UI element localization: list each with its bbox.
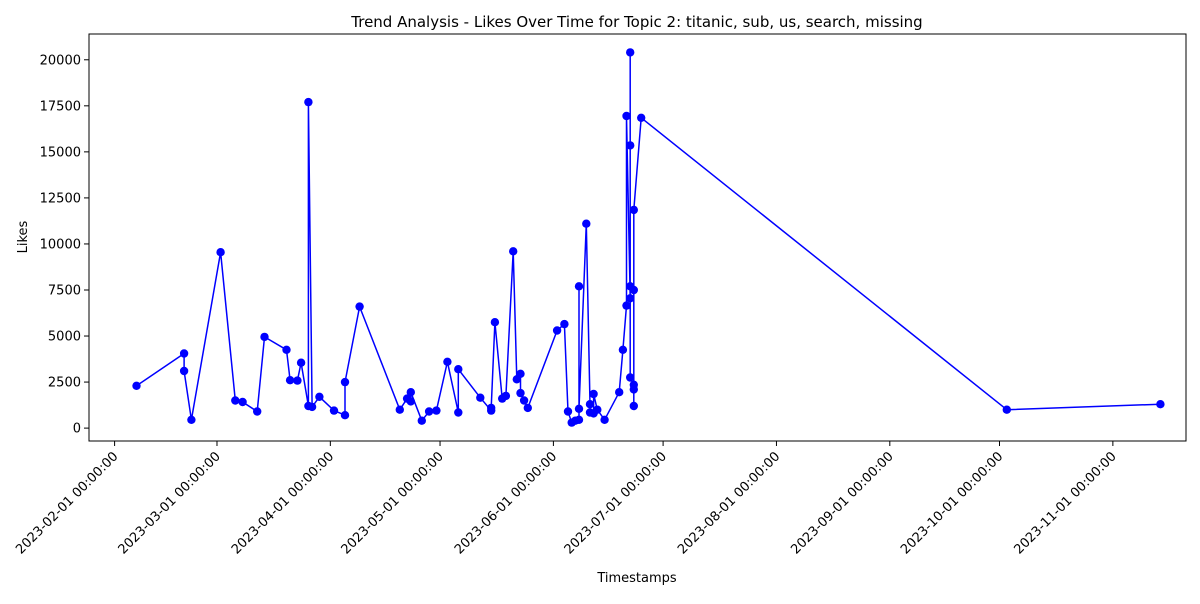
y-tick-label: 15000: [40, 145, 81, 160]
data-point-marker: [454, 365, 463, 374]
data-point-marker: [622, 111, 631, 121]
y-tick-label: 5000: [48, 330, 81, 345]
data-point-marker: [406, 397, 415, 406]
data-point-marker: [304, 97, 313, 107]
y-tick-label: 10000: [40, 237, 81, 252]
y-axis: 0 2500 5000 7500 10000 12500 15000 17500 20000: [40, 53, 89, 437]
x-tick-label: 2023-09-01 00:00:00: [788, 449, 896, 557]
series-layer: [132, 48, 1165, 427]
data-point-marker: [238, 397, 247, 407]
x-tick-label: 2023-08-01 00:00:00: [675, 449, 783, 557]
data-point-marker: [179, 349, 189, 358]
data-point-marker: [582, 219, 591, 228]
data-point-marker: [519, 396, 529, 405]
data-point-marker: [490, 318, 500, 327]
data-point-marker: [629, 401, 638, 411]
data-point-marker: [340, 377, 350, 387]
data-point-marker: [406, 388, 415, 397]
x-tick-label: 2023-04-01 00:00:00: [229, 449, 337, 557]
data-point-marker: [618, 345, 628, 354]
x-tick-label: 2023-07-01 00:00:00: [562, 449, 670, 557]
y-tick-label: 7500: [48, 283, 81, 298]
data-point-marker: [329, 406, 339, 415]
data-point-marker: [231, 396, 240, 405]
data-point-marker: [282, 345, 291, 354]
data-point-marker: [132, 381, 141, 390]
data-point-marker: [626, 48, 635, 57]
y-tick-label: 20000: [40, 53, 81, 68]
data-point-marker: [626, 141, 635, 150]
y-tick-label: 0: [73, 422, 81, 437]
data-point-marker: [626, 294, 635, 303]
chart-title: Trend Analysis - Likes Over Time for Top…: [350, 13, 922, 31]
data-point-marker: [574, 282, 584, 291]
data-point-marker: [432, 406, 441, 415]
data-point-marker: [476, 393, 485, 402]
data-point-marker: [424, 407, 434, 416]
data-point-marker: [563, 407, 573, 416]
data-point-marker: [516, 369, 525, 378]
data-point-marker: [589, 389, 598, 399]
data-point-marker: [629, 285, 638, 295]
y-tick-label: 2500: [48, 376, 81, 391]
data-point-marker: [253, 407, 262, 416]
plot-area: [88, 33, 1187, 442]
data-point-marker: [296, 358, 306, 367]
data-point-marker: [395, 405, 404, 414]
data-point-marker: [509, 247, 518, 256]
data-point-marker: [615, 388, 624, 397]
data-point-marker: [523, 403, 532, 413]
data-point-marker: [560, 319, 569, 329]
x-tick-label: 2023-11-01 00:00:00: [1011, 449, 1119, 557]
x-axis-label: Timestamps: [596, 571, 677, 586]
y-axis-label: Likes: [16, 220, 31, 253]
data-point-marker: [552, 326, 562, 335]
data-point-marker: [501, 391, 511, 401]
x-tick-label: 2023-02-01 00:00:00: [13, 449, 121, 557]
x-tick-label: 2023-10-01 00:00:00: [898, 449, 1006, 557]
data-point-marker: [454, 408, 463, 417]
data-point-marker: [187, 415, 196, 424]
data-point-marker: [622, 301, 631, 310]
data-point-marker: [600, 415, 609, 424]
data-point-marker: [443, 357, 452, 366]
data-point-marker: [626, 373, 635, 382]
data-point-marker: [629, 205, 638, 215]
data-point-marker: [585, 400, 595, 409]
data-point-marker: [355, 302, 364, 311]
data-point-marker: [516, 388, 525, 398]
x-tick-label: 2023-05-01 00:00:00: [339, 449, 447, 557]
data-point-marker: [574, 404, 584, 413]
data-point-marker: [417, 416, 426, 425]
data-point-marker: [629, 380, 638, 389]
data-point-marker: [216, 248, 225, 257]
data-point-marker: [574, 415, 584, 424]
data-point-marker: [1002, 405, 1011, 414]
x-tick-label: 2023-03-01 00:00:00: [116, 449, 224, 557]
data-point-marker: [260, 332, 269, 342]
data-point-marker: [593, 405, 602, 414]
y-tick-label: 12500: [40, 191, 81, 206]
data-point-marker: [315, 392, 324, 401]
data-point-marker: [293, 376, 302, 385]
y-tick-label: 17500: [40, 99, 81, 114]
data-point-marker: [1156, 400, 1165, 409]
data-point-marker: [637, 113, 646, 123]
data-point-marker: [179, 366, 189, 376]
data-point-marker: [307, 402, 317, 412]
data-point-marker: [487, 403, 496, 413]
data-point-marker: [285, 376, 295, 385]
x-tick-label: 2023-06-01 00:00:00: [452, 449, 560, 557]
data-point-marker: [340, 411, 350, 420]
